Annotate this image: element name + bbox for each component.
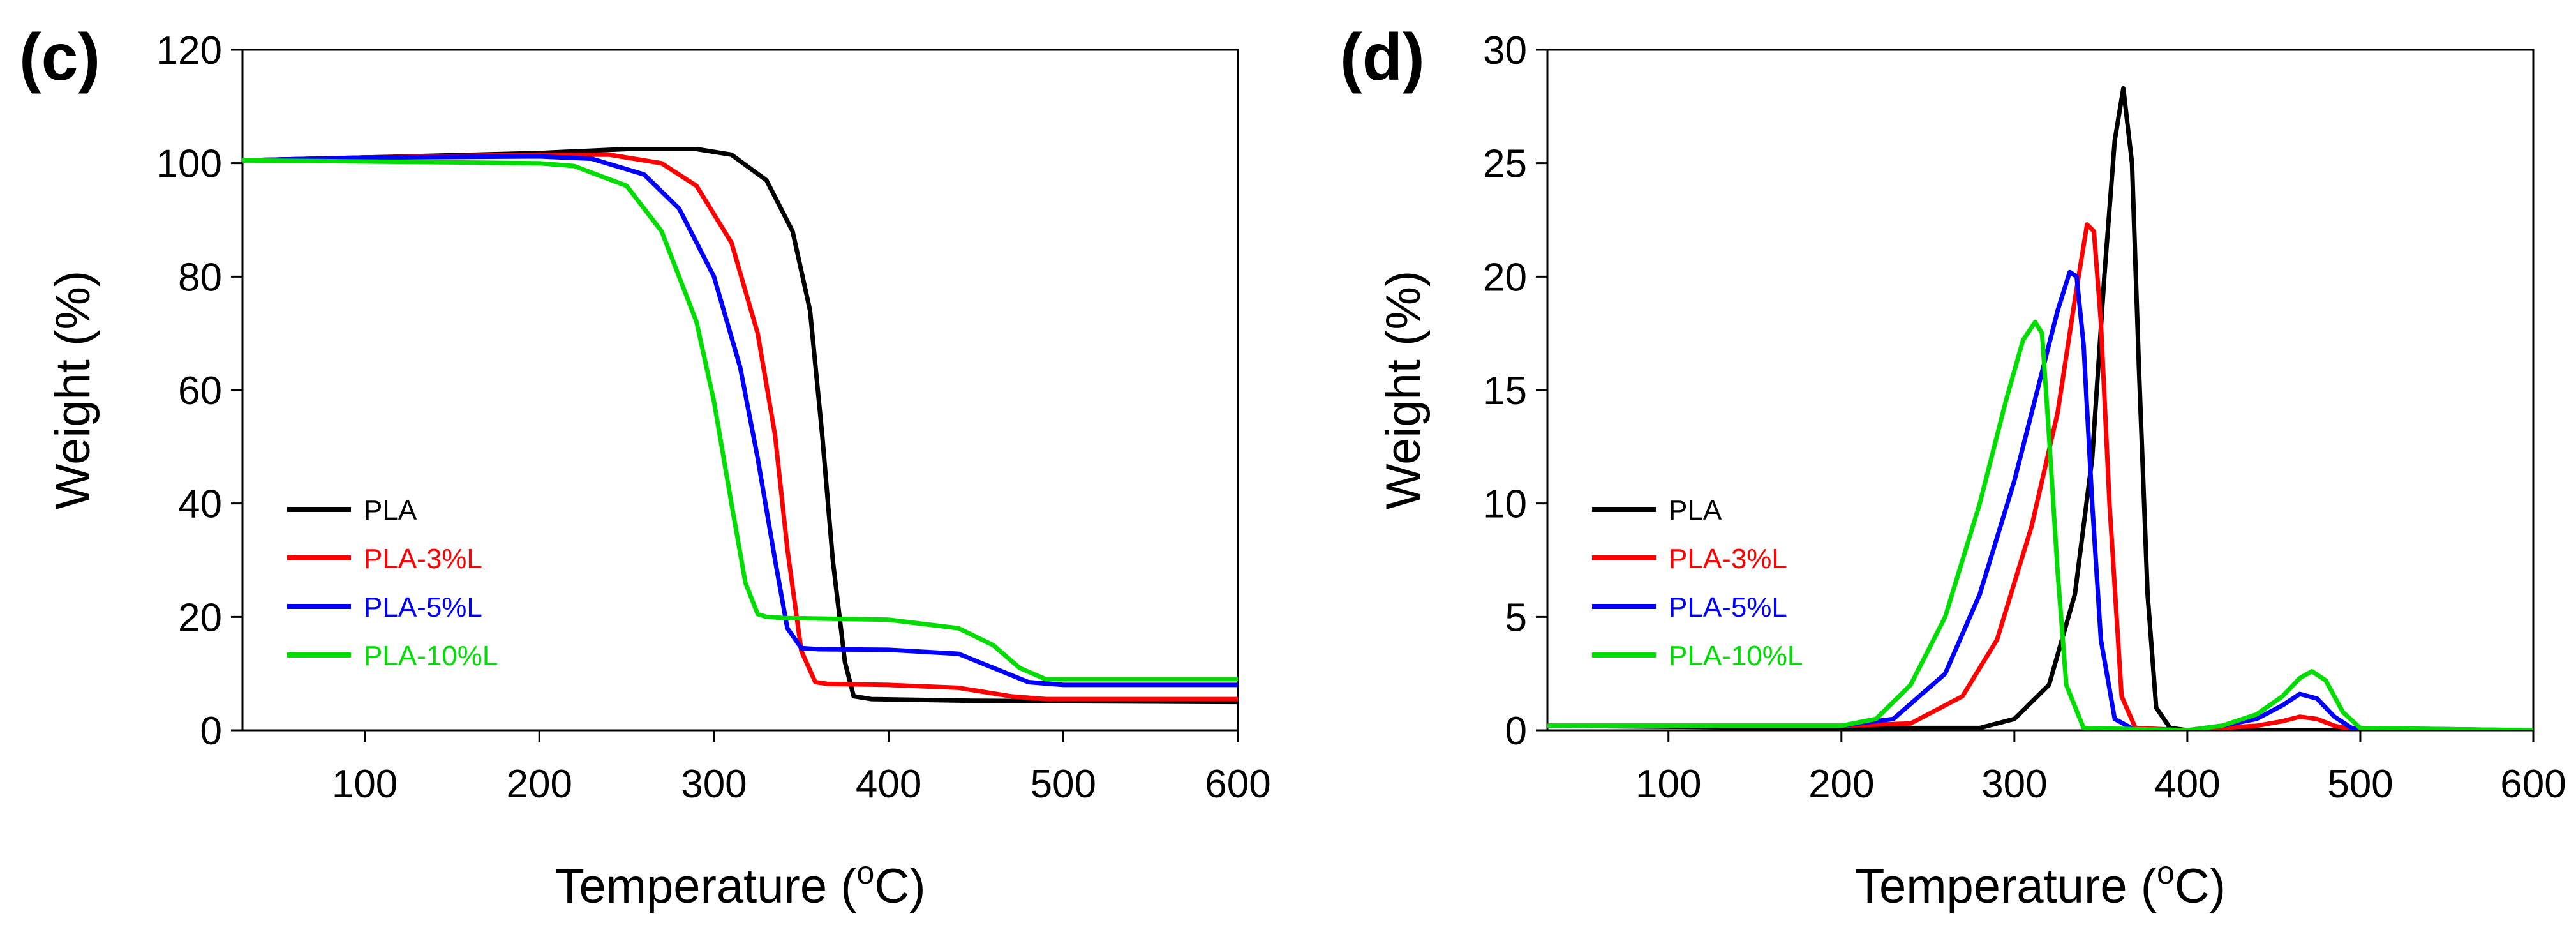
panel-c-legend-label-pla-3-l: PLA-3%L bbox=[364, 543, 482, 575]
panel-d-panel-label: (d) bbox=[1340, 20, 1425, 94]
panel-c-xtick-label: 300 bbox=[681, 762, 747, 806]
panel-c-plot-frame bbox=[241, 49, 1239, 732]
panel-c-ytick-label: 20 bbox=[178, 596, 222, 640]
panel-c-y-axis-title: Weight (%) bbox=[46, 271, 100, 509]
panel-d-xtick-label: 200 bbox=[1808, 762, 1874, 806]
panel-d-series-line-pla-3-l bbox=[1547, 222, 2533, 730]
panel-c-ytick-label: 80 bbox=[178, 255, 222, 299]
panel-d-y-axis-title: Weight (%) bbox=[1376, 271, 1431, 509]
panel-c-xtick-label: 400 bbox=[856, 762, 921, 806]
panel-d-plot-frame bbox=[1546, 49, 2535, 732]
panel-d-ytick-label: 5 bbox=[1505, 596, 1527, 640]
panel-c-series-line-pla-3-l bbox=[242, 152, 1238, 702]
panel-c-ytick-label: 60 bbox=[178, 369, 222, 413]
panel-c-legend-label-pla: PLA bbox=[364, 495, 417, 526]
panel-c-ytick-label: 100 bbox=[156, 142, 222, 186]
panel-d-xtick-label: 100 bbox=[1635, 762, 1701, 806]
panel-d-legend-label-pla-10-l: PLA-10%L bbox=[1669, 640, 1803, 672]
panel-d-ytick-label: 20 bbox=[1483, 255, 1527, 299]
panel-c-ytick-label: 120 bbox=[156, 29, 222, 73]
panel-c-legend-label-pla-10-l: PLA-10%L bbox=[364, 640, 498, 672]
panel-c-panel-label: (c) bbox=[19, 20, 100, 94]
panel-c-xtick-label: 100 bbox=[332, 762, 398, 806]
chart-panel-c: (c) 0 20 40 60 80 100 120 100 200 300 400 500 600 Temp… bbox=[19, 20, 1271, 914]
panel-c-xtick-label: 600 bbox=[1205, 762, 1270, 806]
panel-d-legend-label-pla: PLA bbox=[1669, 495, 1722, 526]
panel-d-xtick-label: 500 bbox=[2327, 762, 2393, 806]
panel-c-xtick-label: 200 bbox=[507, 762, 572, 806]
panel-d-ytick-label: 30 bbox=[1483, 29, 1527, 73]
panel-d-xtick-label: 300 bbox=[1981, 762, 2047, 806]
panel-d-series-line-pla bbox=[1547, 86, 2533, 730]
panel-c-series-line-pla bbox=[242, 147, 1238, 705]
panel-d-ytick-label: 15 bbox=[1483, 369, 1527, 413]
panel-c-series-line-pla-10-l bbox=[242, 158, 1238, 682]
panel-d-series-line-pla-5-l bbox=[1547, 269, 2533, 730]
panel-d-xtick-label: 600 bbox=[2500, 762, 2566, 806]
panel-d-xtick-label: 400 bbox=[2154, 762, 2220, 806]
panel-d-ytick-label: 0 bbox=[1505, 709, 1527, 753]
panel-d-legend-label-pla-5-l: PLA-5%L bbox=[1669, 592, 1787, 623]
panel-c-xtick-label: 500 bbox=[1031, 762, 1096, 806]
chart-panel-d: (d) 0 5 10 15 20 25 30 100 200 300 400 500 600 Tempera… bbox=[1340, 20, 2566, 914]
panel-c-ytick-label: 40 bbox=[178, 483, 222, 527]
panel-d-x-axis-title: Temperature (oC) bbox=[1855, 855, 2226, 914]
panel-d-ytick-label: 25 bbox=[1483, 142, 1527, 186]
panel-c-ytick-label: 0 bbox=[200, 709, 222, 753]
panel-c-legend-label-pla-5-l: PLA-5%L bbox=[364, 592, 482, 623]
panel-c-series-line-pla-5-l bbox=[242, 154, 1238, 688]
panel-c-x-axis-title: Temperature (oC) bbox=[555, 855, 925, 914]
panel-d-series-line-pla-10-l bbox=[1547, 319, 2533, 730]
panel-d-legend-label-pla-3-l: PLA-3%L bbox=[1669, 543, 1787, 575]
panel-d-ytick-label: 10 bbox=[1483, 483, 1527, 527]
